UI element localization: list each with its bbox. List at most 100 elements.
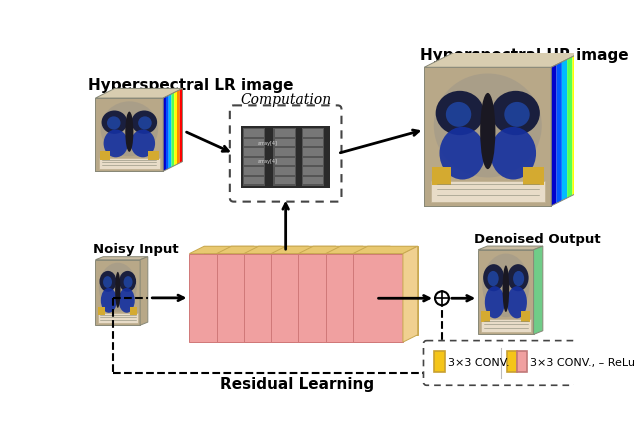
Polygon shape [177, 90, 180, 164]
Ellipse shape [434, 73, 542, 178]
Bar [353, 254, 403, 342]
Polygon shape [166, 95, 169, 170]
Ellipse shape [100, 101, 158, 156]
Bar [303, 177, 323, 184]
Ellipse shape [508, 264, 529, 291]
Bar [244, 158, 264, 166]
Ellipse shape [502, 265, 509, 312]
Ellipse shape [101, 288, 117, 313]
Text: Residual Learning: Residual Learning [220, 377, 374, 392]
Bar [275, 139, 294, 146]
Polygon shape [244, 246, 308, 254]
Bar [244, 129, 264, 137]
Ellipse shape [103, 276, 112, 288]
Bar [232, 246, 282, 335]
Bar [303, 129, 323, 137]
Ellipse shape [480, 93, 495, 169]
Polygon shape [174, 91, 177, 166]
Text: array[4]: array[4] [258, 141, 278, 146]
Ellipse shape [118, 288, 135, 313]
Bar [303, 158, 323, 166]
Polygon shape [478, 246, 543, 250]
Bar [275, 158, 294, 166]
Polygon shape [217, 246, 282, 254]
Bar [522, 311, 531, 322]
Bar [273, 128, 296, 186]
Bar [189, 254, 239, 342]
Bar [100, 151, 109, 160]
Bar [275, 177, 294, 184]
Polygon shape [163, 97, 166, 171]
Text: Denoised Output: Denoised Output [474, 233, 601, 246]
Bar [301, 128, 324, 186]
Text: Noisy Input: Noisy Input [93, 243, 179, 256]
FancyBboxPatch shape [424, 340, 576, 385]
Bar [244, 167, 264, 175]
Ellipse shape [102, 110, 127, 134]
Ellipse shape [504, 102, 530, 127]
Text: 3×3 CONV., – ReLu: 3×3 CONV., – ReLu [530, 358, 635, 368]
Text: Hyperspectral LR image: Hyperspectral LR image [88, 78, 293, 93]
Bar [244, 177, 264, 184]
Polygon shape [353, 246, 418, 254]
Ellipse shape [107, 116, 120, 129]
Bar [131, 307, 138, 316]
Bar [340, 246, 390, 335]
Bar [368, 246, 418, 335]
Polygon shape [567, 57, 572, 198]
Bar [244, 139, 264, 146]
Bar [517, 351, 527, 372]
Text: 3×3 CONV.: 3×3 CONV. [448, 358, 509, 368]
Bar [303, 167, 323, 175]
Polygon shape [534, 246, 543, 335]
Bar [524, 167, 543, 185]
Bar [275, 167, 294, 175]
Polygon shape [326, 246, 390, 254]
Bar [303, 139, 323, 146]
Polygon shape [271, 246, 336, 254]
Bar [98, 307, 105, 316]
Polygon shape [583, 49, 588, 190]
Polygon shape [562, 59, 567, 201]
Ellipse shape [125, 112, 133, 152]
Ellipse shape [483, 264, 504, 291]
Bar [275, 129, 294, 137]
Ellipse shape [492, 91, 540, 135]
Bar [481, 311, 490, 322]
Bar [243, 128, 266, 186]
Text: Hyperspectral HR image: Hyperspectral HR image [420, 48, 629, 63]
Bar [508, 351, 516, 372]
Polygon shape [551, 65, 557, 206]
Ellipse shape [131, 129, 155, 158]
Bar [481, 319, 531, 332]
Ellipse shape [485, 286, 505, 318]
Ellipse shape [490, 127, 536, 179]
Bar [275, 148, 294, 156]
Ellipse shape [138, 116, 152, 129]
Polygon shape [578, 52, 583, 193]
Bar [95, 260, 140, 325]
Polygon shape [169, 94, 172, 169]
Circle shape [435, 291, 449, 305]
Text: Computation: Computation [240, 93, 332, 107]
Polygon shape [557, 62, 562, 203]
Bar [271, 254, 321, 342]
Ellipse shape [507, 286, 527, 318]
Bar [286, 246, 336, 335]
Ellipse shape [99, 271, 116, 292]
Ellipse shape [124, 276, 132, 288]
Bar [431, 181, 545, 202]
Bar [244, 254, 294, 342]
Bar [435, 351, 445, 372]
Polygon shape [172, 93, 174, 167]
Bar [217, 254, 267, 342]
Polygon shape [572, 54, 578, 195]
Ellipse shape [115, 272, 120, 308]
Ellipse shape [446, 102, 471, 127]
Bar [259, 246, 308, 335]
Bar [98, 313, 138, 323]
Bar [95, 98, 163, 171]
Bar [298, 254, 348, 342]
Ellipse shape [440, 127, 485, 179]
Bar [424, 67, 551, 206]
